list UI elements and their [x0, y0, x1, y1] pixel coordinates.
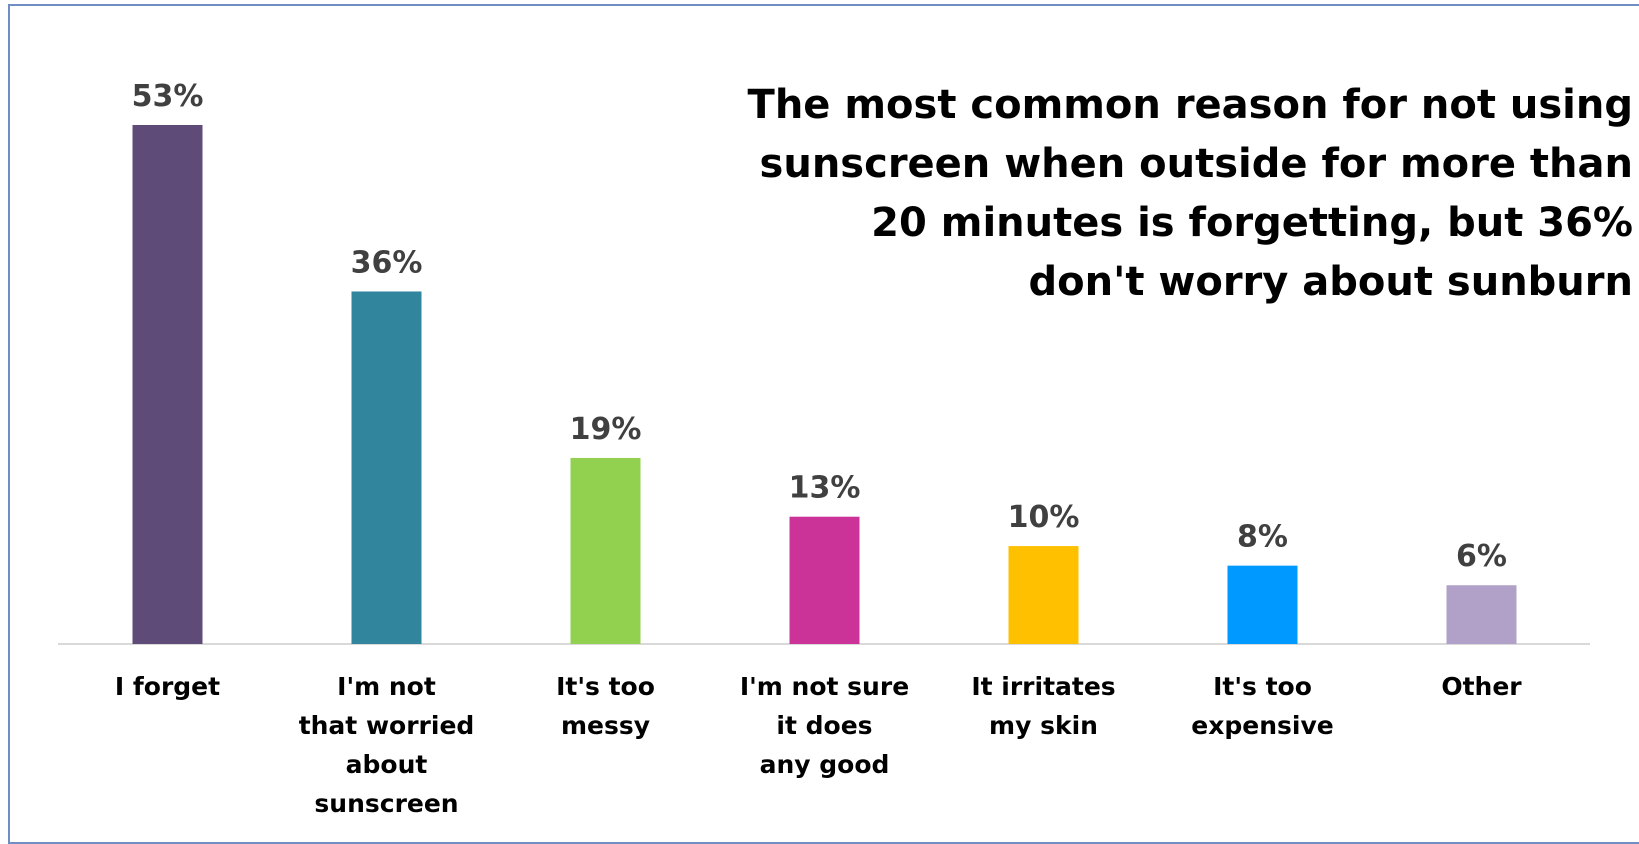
data-label-6: 6% — [1456, 539, 1507, 574]
category-label-0-line-0: I forget — [115, 672, 220, 701]
category-label-5-line-0: It's too — [1213, 672, 1312, 701]
category-label-4-line-0: It irritates — [971, 672, 1115, 701]
category-label-1-line-0: I'm not — [337, 672, 436, 701]
bar-3 — [789, 516, 860, 644]
bar-2 — [570, 457, 641, 644]
category-label-5-line-1: expensive — [1191, 711, 1333, 740]
data-label-2: 19% — [570, 412, 642, 447]
category-label-3: I'm not sure it does any good — [740, 672, 909, 779]
data-label-3: 13% — [789, 471, 861, 506]
category-label-1-line-3: sunscreen — [314, 789, 458, 818]
bar-4 — [1008, 546, 1079, 644]
category-label-5: It's too expensive — [1191, 672, 1333, 740]
bar-1 — [351, 291, 422, 644]
chart-frame — [8, 4, 1639, 844]
bar-chart: 53% 36% 19% 13% 10% 8% 6% I forget I'm not that … — [58, 79, 1590, 818]
data-label-0: 53% — [132, 79, 204, 114]
category-label-1-line-1: that worried — [299, 711, 475, 740]
data-label-1: 36% — [351, 245, 423, 280]
category-label-4-line-1: my skin — [989, 711, 1098, 740]
category-label-3-line-1: it does — [776, 711, 872, 740]
category-labels-group: I forget I'm not that worried about sunscree… — [115, 672, 1522, 818]
category-label-2: It's too messy — [556, 672, 655, 740]
category-label-0: I forget — [115, 672, 220, 701]
chart-title: The most common reason for not using sun… — [747, 82, 1633, 305]
bar-6 — [1446, 585, 1517, 644]
category-label-6-line-0: Other — [1441, 672, 1522, 701]
data-labels-group: 53% 36% 19% 13% 10% 8% 6% — [132, 79, 1507, 574]
data-label-4: 10% — [1008, 500, 1080, 535]
category-label-1-line-2: about — [346, 750, 428, 779]
category-label-3-line-2: any good — [760, 750, 890, 779]
bar-5 — [1227, 565, 1298, 644]
category-label-4: It irritates my skin — [971, 672, 1115, 740]
category-label-3-line-0: I'm not sure — [740, 672, 909, 701]
category-label-1: I'm not that worried about sunscreen — [299, 672, 475, 818]
category-label-6: Other — [1441, 672, 1522, 701]
category-label-2-line-0: It's too — [556, 672, 655, 701]
data-label-5: 8% — [1237, 520, 1288, 555]
category-label-2-line-1: messy — [561, 711, 650, 740]
bars-group — [132, 125, 1517, 644]
bar-0 — [132, 125, 203, 644]
